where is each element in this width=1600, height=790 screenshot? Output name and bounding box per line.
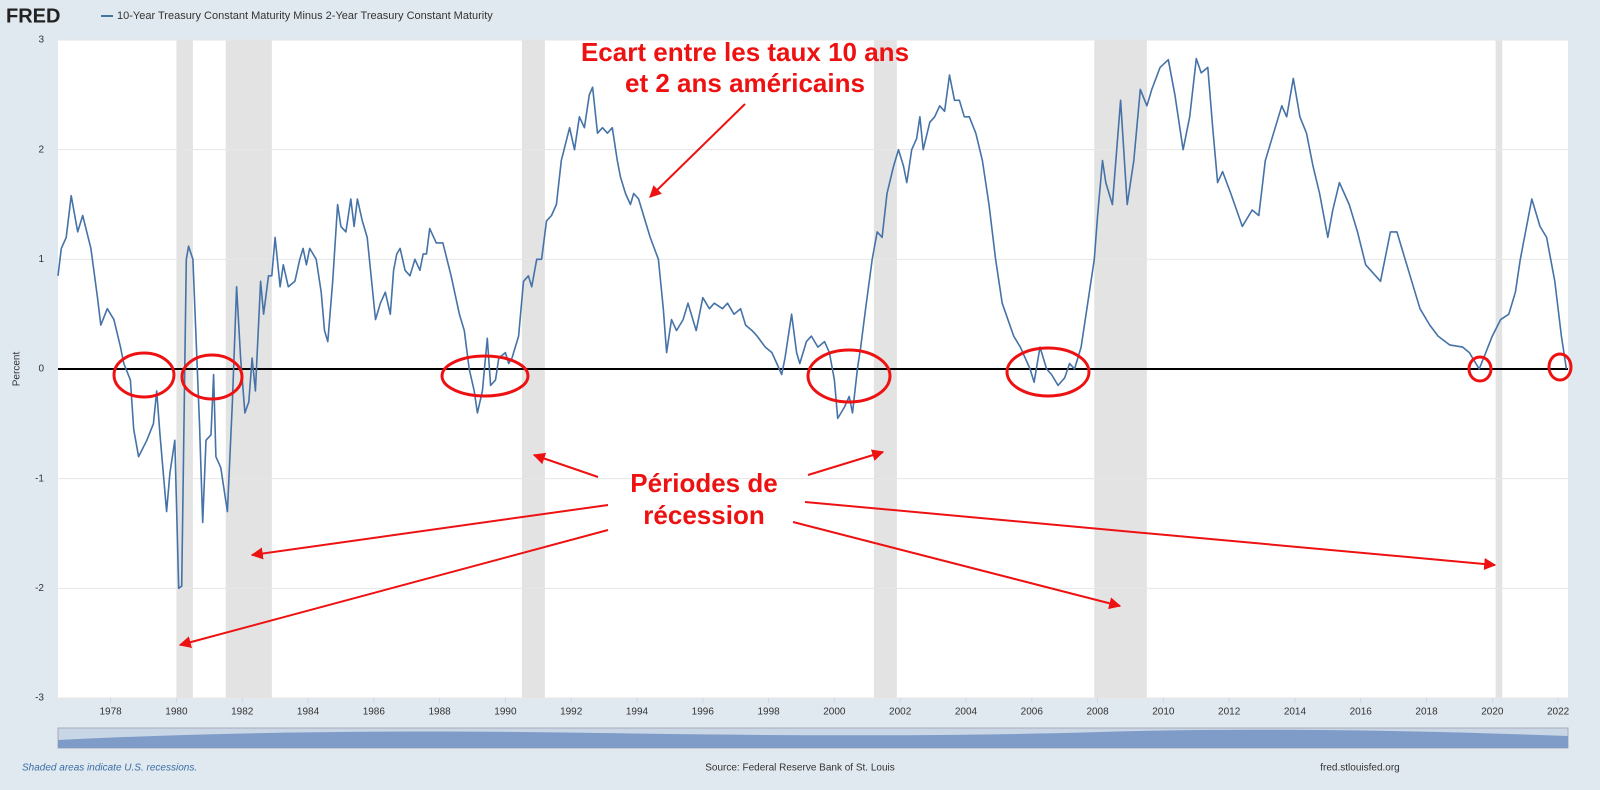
x-tick-label: 1980 xyxy=(165,707,188,718)
y-axis-label: Percent xyxy=(12,352,23,387)
y-tick-label: -2 xyxy=(35,583,44,594)
arrow xyxy=(804,501,1497,570)
y-tick-label: -3 xyxy=(35,693,44,704)
x-tick-label: 1988 xyxy=(428,707,451,718)
circle xyxy=(806,348,892,404)
x-tick-label: 1992 xyxy=(560,707,583,718)
x-tick-label: 1982 xyxy=(231,707,254,718)
source: Source: Federal Reserve Bank of St. Loui… xyxy=(705,763,895,774)
x-tick-label: 2010 xyxy=(1152,707,1175,718)
x-tick-label: 1986 xyxy=(363,707,386,718)
x-tick-label: 1994 xyxy=(626,707,649,718)
x-tick-label: 2002 xyxy=(889,707,912,718)
note: Shaded areas indicate U.S. recessions. xyxy=(22,763,197,774)
y-tick-label: 3 xyxy=(38,35,44,46)
arrow xyxy=(649,103,746,198)
circle xyxy=(180,353,244,401)
annotations: Ecart entre les taux 10 ans et 2 ans amé… xyxy=(112,37,1573,648)
annotation: récession xyxy=(643,500,764,530)
x-tick-label: 2008 xyxy=(1086,707,1109,718)
circle xyxy=(1005,346,1091,398)
arrow xyxy=(792,521,1122,610)
x-tick-label: 1998 xyxy=(757,707,780,718)
x-tick-label: 2018 xyxy=(1415,707,1438,718)
y-tick-label: 0 xyxy=(38,364,44,375)
url[interactable]: fred.stlouisfed.org xyxy=(1320,763,1400,774)
x-tick-label: 2004 xyxy=(955,707,978,718)
x-tick-label: 2020 xyxy=(1481,707,1504,718)
y-tick-label: 2 xyxy=(38,144,44,155)
plot: -3 -2 -1 0 1 2 3 1978 1980 1982 1984 1986 1988 1990 19… xyxy=(35,35,1570,718)
annotation: et 2 ans américains xyxy=(625,68,865,98)
annotation: Ecart entre les taux 10 ans xyxy=(581,37,909,67)
x-tick-label: 1984 xyxy=(297,707,320,718)
x-tick-label: 1990 xyxy=(494,707,517,718)
y-tick-label: 1 xyxy=(38,254,44,265)
arrow xyxy=(250,504,609,560)
arrow xyxy=(532,452,599,478)
x-tick-label: 2014 xyxy=(1284,707,1307,718)
x-tick-label: 1996 xyxy=(692,707,715,718)
x-tick-label: 1978 xyxy=(100,707,123,718)
logo: FRED xyxy=(6,5,60,27)
x-tick-label: 2012 xyxy=(1218,707,1241,718)
x-tick-label: 2006 xyxy=(1021,707,1044,718)
slider-preview xyxy=(58,729,1568,748)
legend-label: 10-Year Treasury Constant Maturity Minus… xyxy=(117,10,493,22)
x-tick-label: 2022 xyxy=(1547,707,1570,718)
arrow xyxy=(178,529,609,648)
arrow xyxy=(807,449,885,476)
circle xyxy=(112,351,176,399)
annotation: Périodes de xyxy=(630,468,777,498)
circle xyxy=(440,354,530,398)
y-tick-label: -1 xyxy=(35,473,44,484)
circle xyxy=(1467,355,1493,383)
series-line xyxy=(57,57,1568,590)
circle xyxy=(1547,352,1573,382)
x-tick-label: 2000 xyxy=(823,707,846,718)
x-tick-label: 2016 xyxy=(1350,707,1373,718)
